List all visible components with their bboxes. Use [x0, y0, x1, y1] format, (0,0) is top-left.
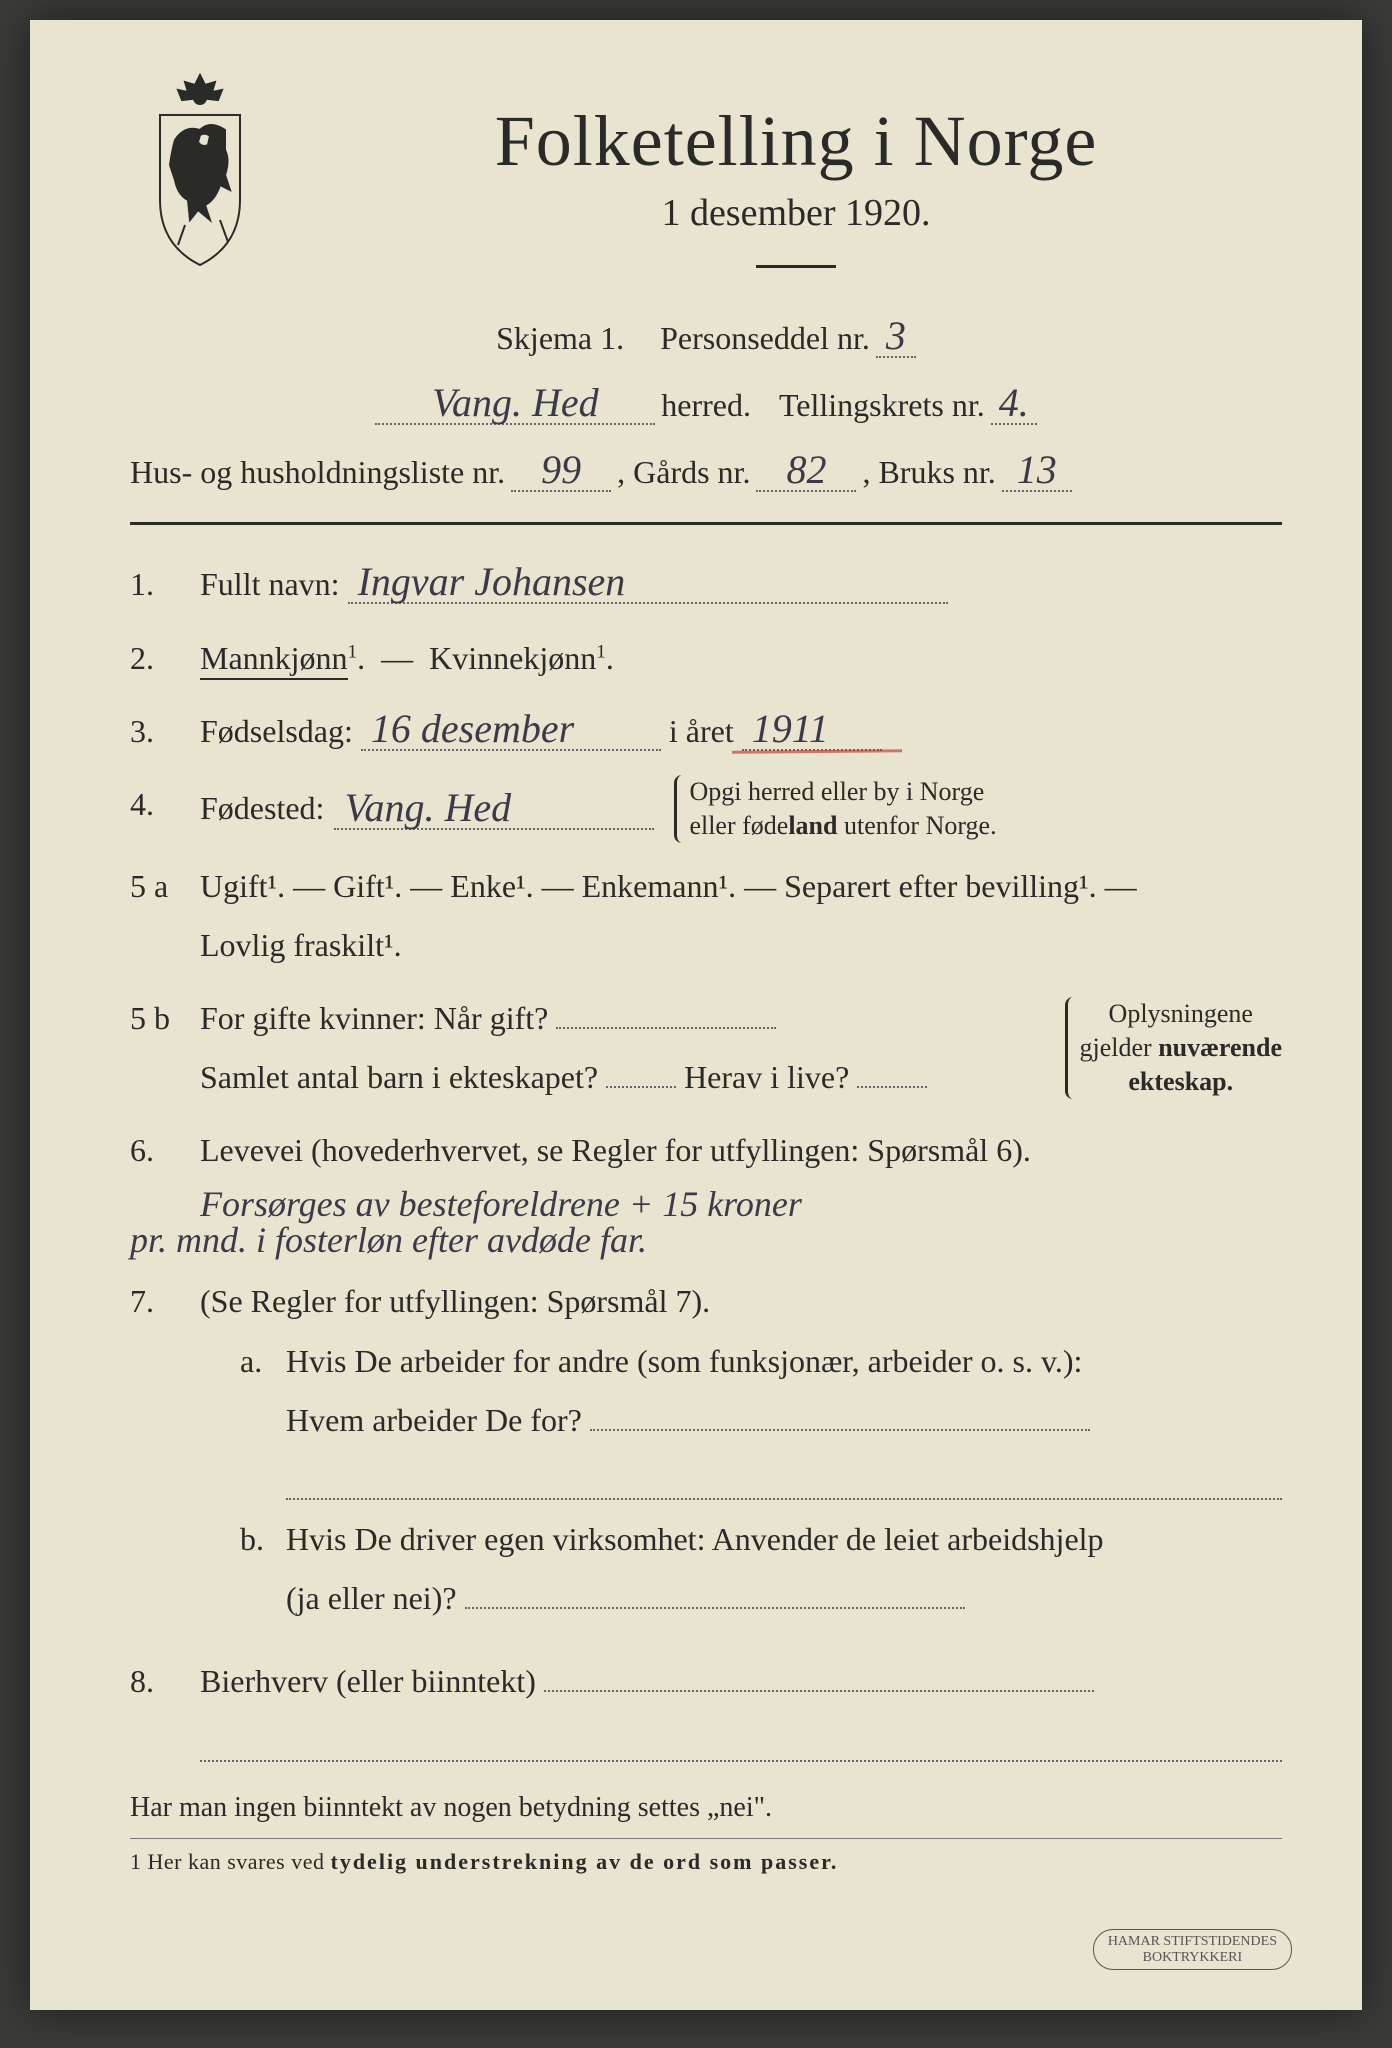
- footnote: 1 Her kan svares ved tydelig understrekn…: [130, 1849, 1282, 1875]
- q7b-letter: b.: [240, 1510, 270, 1628]
- q3-day: 16 desember: [361, 709, 661, 751]
- personseddel-label: Personseddel nr.: [660, 308, 870, 369]
- meta-block: Skjema 1. Personseddel nr. 3 Vang. Hed h…: [130, 308, 1282, 502]
- main-title: Folketelling i Norge: [310, 100, 1282, 183]
- meta-row-2: Vang. Hed herred. Tellingskrets nr. 4.: [130, 375, 1282, 436]
- header: Folketelling i Norge 1 desember 1920.: [130, 70, 1282, 288]
- herred-value: Vang. Hed: [375, 383, 655, 425]
- q8-fill: [544, 1690, 1094, 1692]
- bruks-nr: 13: [1002, 450, 1072, 492]
- q5b-l1: For gifte kvinner: Når gift?: [200, 1000, 548, 1036]
- q5a-opts: Ugift¹. — Gift¹. — Enke¹. — Enkemann¹. —…: [200, 868, 1137, 904]
- title-block: Folketelling i Norge 1 desember 1920.: [310, 70, 1282, 288]
- q7b-t1: Hvis De driver egen virksomhet: Anvender…: [286, 1521, 1104, 1557]
- q1-num: 1.: [130, 555, 180, 614]
- q4-value: Vang. Hed: [334, 788, 654, 830]
- divider: [130, 522, 1282, 525]
- q5a-opts2: Lovlig fraskilt¹.: [200, 927, 402, 963]
- q2: 2. Mannkjønn1. — Kvinnekjønn1.: [130, 629, 1282, 688]
- q7b-fill: [465, 1607, 965, 1609]
- title-rule: [756, 265, 836, 268]
- q5a-num: 5 a: [130, 857, 180, 916]
- q7a-t2: Hvem arbeider De for?: [286, 1402, 582, 1438]
- q4-label: Fødested:: [200, 779, 324, 838]
- q2-num: 2.: [130, 629, 180, 688]
- q4: 4. Fødested: Vang. Hed Opgi herred eller…: [130, 775, 1282, 843]
- q5b-gift-fill: [556, 1027, 776, 1029]
- q5b-l2b: Herav i live?: [684, 1059, 849, 1095]
- personseddel-nr: 3: [876, 316, 916, 358]
- q7-label: (Se Regler for utfyllingen: Spørsmål 7).: [200, 1283, 710, 1319]
- q7-num: 7.: [130, 1272, 180, 1331]
- printer-stamp: HAMAR STIFTSTIDENDES BOKTRYKKERI: [1093, 1929, 1292, 1970]
- q6-hand-l2: pr. mnd. i fosterløn efter avdøde far.: [130, 1222, 1282, 1258]
- q3-iaret: i året: [669, 713, 734, 749]
- gards-label: , Gårds nr.: [617, 442, 750, 503]
- hushold-label: Hus- og husholdningsliste nr.: [130, 442, 505, 503]
- q7a-fill: [590, 1429, 1090, 1431]
- subtitle: 1 desember 1920.: [310, 191, 1282, 235]
- q3-num: 3.: [130, 702, 180, 761]
- meta-row-3: Hus- og husholdningsliste nr. 99 , Gårds…: [130, 442, 1282, 503]
- q6-num: 6.: [130, 1121, 180, 1180]
- coat-of-arms-icon: [130, 70, 270, 270]
- q6: 6. Levevei (hovederhvervet, se Regler fo…: [130, 1121, 1282, 1258]
- footer-note: Har man ingen biinntekt av nogen betydni…: [130, 1792, 1282, 1839]
- q4-num: 4.: [130, 775, 180, 834]
- q5b-live-fill: [857, 1086, 927, 1088]
- q5b-l2a: Samlet antal barn i ekteskapet?: [200, 1059, 598, 1095]
- q8-num: 8.: [130, 1652, 180, 1711]
- q3-label: Fødselsdag:: [200, 713, 353, 749]
- herred-label: herred.: [661, 375, 751, 436]
- q7a: a. Hvis De arbeider for andre (som funks…: [240, 1332, 1282, 1500]
- q5b: 5 b For gifte kvinner: Når gift? Samlet …: [130, 989, 1282, 1107]
- q1-value: Ingvar Johansen: [348, 562, 948, 604]
- q7a-letter: a.: [240, 1332, 270, 1500]
- q5b-barn-fill: [606, 1086, 676, 1088]
- skjema-label: Skjema 1.: [496, 308, 624, 369]
- q1: 1. Fullt navn: Ingvar Johansen: [130, 555, 1282, 614]
- q4-note: Opgi herred eller by i Norge eller fødel…: [674, 775, 996, 843]
- meta-row-1: Skjema 1. Personseddel nr. 3: [130, 308, 1282, 369]
- q6-label: Levevei (hovederhvervet, se Regler for u…: [200, 1132, 1031, 1168]
- question-list: 1. Fullt navn: Ingvar Johansen 2. Mannkj…: [130, 555, 1282, 1761]
- q7a-fill2: [286, 1456, 1282, 1500]
- q7a-t1: Hvis De arbeider for andre (som funksjon…: [286, 1343, 1082, 1379]
- q8: 8. Bierhverv (eller biinntekt): [130, 1652, 1282, 1761]
- q6-hand-l1: Forsørges av besteforeldrene + 15 kroner: [200, 1186, 1282, 1222]
- q1-label: Fullt navn:: [200, 566, 340, 602]
- census-form-page: Folketelling i Norge 1 desember 1920. Sk…: [30, 20, 1362, 2010]
- tellingskrets-nr: 4.: [991, 383, 1037, 425]
- q3: 3. Fødselsdag: 16 desember i året 1911: [130, 702, 1282, 761]
- q2-kvinne: Kvinnekjønn: [429, 640, 596, 676]
- q3-year: 1911: [742, 709, 882, 751]
- tellingskrets-label: Tellingskrets nr.: [779, 375, 985, 436]
- q8-fill2: [200, 1718, 1282, 1762]
- q8-label: Bierhverv (eller biinntekt): [200, 1663, 536, 1699]
- hushold-nr: 99: [511, 450, 611, 492]
- q5a: 5 a Ugift¹. — Gift¹. — Enke¹. — Enkemann…: [130, 857, 1282, 975]
- q2-mann: Mannkjønn: [200, 640, 348, 680]
- q7: 7. (Se Regler for utfyllingen: Spørsmål …: [130, 1272, 1282, 1638]
- bruks-label: , Bruks nr.: [862, 442, 995, 503]
- q7b-t2: (ja eller nei)?: [286, 1580, 457, 1616]
- q7b: b. Hvis De driver egen virksomhet: Anven…: [240, 1510, 1282, 1628]
- gards-nr: 82: [756, 450, 856, 492]
- q5b-note: Oplysningene gjelder nuværende ekteskap.: [1065, 997, 1282, 1098]
- q5b-num: 5 b: [130, 989, 180, 1048]
